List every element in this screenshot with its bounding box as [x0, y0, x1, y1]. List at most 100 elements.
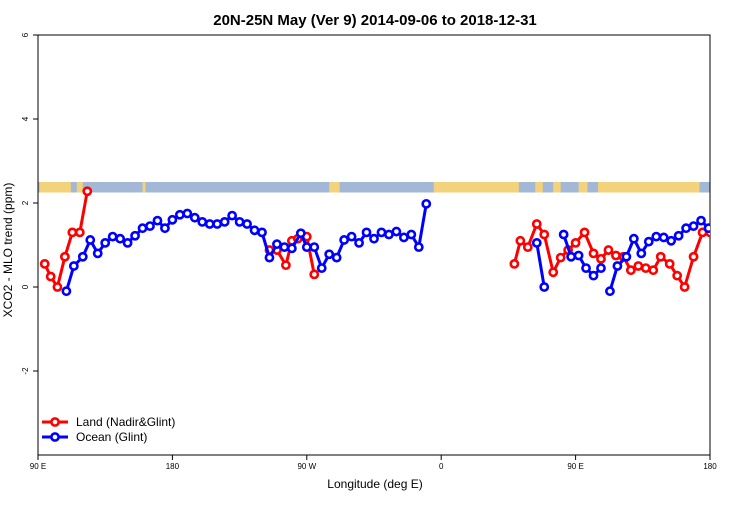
data-point	[309, 242, 320, 252]
data-point	[531, 219, 542, 229]
data-point	[679, 282, 690, 292]
series-line	[535, 242, 546, 288]
land-band-segment	[329, 182, 340, 193]
data-point	[398, 232, 409, 243]
data-point	[316, 263, 327, 273]
data-point	[61, 286, 72, 297]
y-tick-label: -2	[21, 367, 30, 375]
data-point	[324, 249, 335, 260]
data-point	[688, 221, 699, 231]
plot-frame	[37, 34, 711, 456]
x-tick-label: 90 E	[567, 462, 583, 471]
y-tick-label: 4	[21, 116, 30, 121]
y-axis-label: XCO2 - MLO trend (ppm)	[1, 183, 15, 318]
data-point	[421, 198, 432, 209]
data-point	[295, 228, 306, 239]
data-point	[672, 270, 683, 281]
land-band-segment	[553, 182, 561, 193]
x-tick-label: 180	[166, 462, 180, 471]
x-tick-label: 0	[439, 462, 444, 471]
data-point	[280, 260, 291, 271]
data-point	[588, 270, 599, 281]
data-point	[605, 286, 615, 297]
data-point	[264, 252, 275, 263]
data-point	[391, 226, 402, 237]
data-point	[673, 230, 684, 241]
data-point	[651, 231, 662, 242]
data-point	[522, 242, 533, 252]
data-point	[573, 250, 584, 261]
data-point	[39, 258, 50, 269]
y-tick-label: 6	[21, 32, 30, 37]
data-point	[100, 237, 111, 248]
data-point	[570, 237, 581, 248]
y-tick-label: 2	[21, 200, 30, 205]
data-point	[703, 223, 710, 234]
data-point	[189, 212, 200, 223]
data-point	[339, 235, 350, 245]
land-ocean-band	[38, 182, 710, 193]
data-point	[406, 229, 417, 240]
data-point	[603, 245, 614, 255]
data-point	[45, 271, 56, 282]
data-point	[67, 227, 78, 238]
data-point	[515, 235, 526, 246]
data-point	[174, 209, 185, 220]
data-point	[611, 250, 621, 261]
data-point	[361, 227, 372, 238]
y-tick-label: 0	[21, 284, 30, 289]
data-point	[566, 251, 577, 262]
legend-label: Ocean (Glint)	[76, 430, 147, 444]
data-point	[539, 229, 550, 240]
data-point	[655, 251, 666, 262]
data-point	[272, 239, 282, 250]
data-point	[85, 235, 96, 245]
data-point	[68, 261, 79, 271]
data-point	[581, 263, 591, 273]
data-point	[376, 227, 387, 238]
x-tick-label: 180	[703, 462, 717, 471]
data-point	[633, 261, 644, 271]
data-point	[369, 233, 379, 244]
land-band-segment	[535, 182, 543, 193]
data-point	[621, 251, 632, 262]
data-point	[309, 269, 320, 280]
data-point	[92, 248, 103, 259]
data-point	[346, 231, 357, 242]
chart-title: 20N-25N May (Ver 9) 2014-09-06 to 2018-1…	[213, 12, 537, 29]
series-group	[39, 186, 722, 297]
data-point	[167, 214, 178, 225]
data-point	[715, 188, 722, 195]
data-point	[279, 242, 290, 252]
land-band-segment	[578, 182, 588, 193]
data-point	[384, 229, 394, 240]
data-point	[152, 215, 163, 226]
data-point	[204, 219, 215, 229]
data-point	[242, 219, 252, 229]
data-point	[628, 233, 639, 244]
data-point	[539, 282, 550, 292]
series-line	[64, 203, 428, 292]
legend: Land (Nadir&Glint)Ocean (Glint)	[42, 415, 175, 444]
data-point	[82, 186, 93, 197]
plot-area	[37, 34, 722, 456]
y-axis: -2 0 2 4 6	[21, 32, 39, 375]
data-point	[579, 227, 590, 238]
data-point	[625, 265, 636, 276]
data-point	[588, 248, 599, 259]
data-point	[212, 219, 223, 229]
data-point	[555, 252, 566, 263]
data-point	[688, 251, 699, 262]
x-axis: 90 E 180 90 W 0 90 E 180	[30, 454, 717, 471]
data-point	[197, 216, 208, 227]
data-point	[257, 227, 267, 238]
data-point	[666, 235, 677, 246]
data-point	[681, 223, 692, 234]
data-point	[643, 236, 654, 247]
data-point	[331, 252, 342, 263]
data-point	[354, 237, 364, 248]
legend-label: Land (Nadir&Glint)	[76, 415, 175, 429]
data-point	[219, 216, 230, 227]
data-point	[596, 263, 606, 273]
